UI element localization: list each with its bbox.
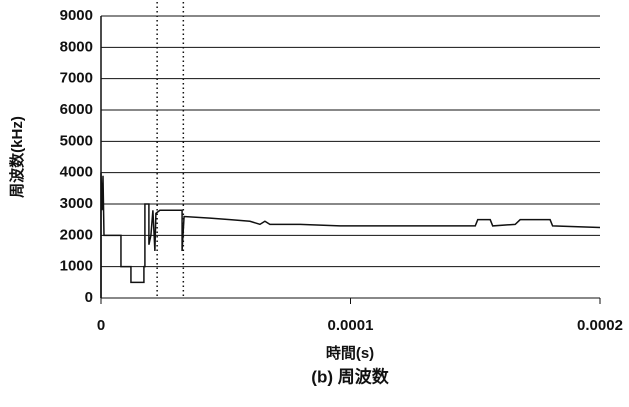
y-tick-label: 2000	[60, 226, 93, 243]
y-tick-label: 3000	[60, 195, 93, 212]
x-tick-label: 0.0001	[328, 317, 374, 334]
data-line	[100, 172, 601, 298]
y-axis-label: 周波数(kHz)	[8, 116, 26, 198]
y-tick-label: 8000	[60, 38, 93, 55]
y-tick-label: 7000	[60, 70, 93, 87]
x-axis-label: 時間(s)	[326, 344, 374, 362]
x-tick-label: 0	[97, 317, 105, 334]
y-tick-label: 0	[85, 289, 93, 306]
y-tick-label: 5000	[60, 132, 93, 149]
y-tick-label: 4000	[60, 164, 93, 181]
x-tick-label: 0.0002	[577, 317, 623, 334]
chart-title: (b) 周波数	[311, 366, 389, 386]
y-tick-label: 1000	[60, 258, 93, 275]
y-tick-label: 6000	[60, 101, 93, 118]
y-tick-label: 9000	[60, 7, 93, 24]
